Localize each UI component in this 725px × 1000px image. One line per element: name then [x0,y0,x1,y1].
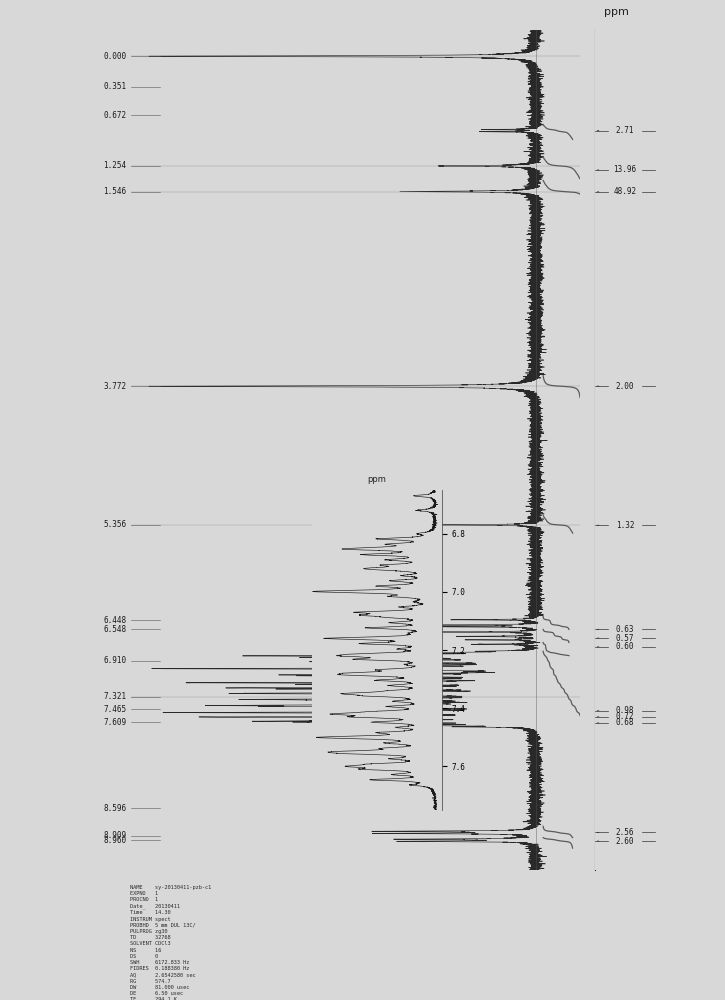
Text: 8.960: 8.960 [103,836,126,845]
Text: NAME    sy-20130411-pzb-c1
EXPNO   1
PROCNO  1
Date_   20130411
Time    14.30
IN: NAME sy-20130411-pzb-c1 EXPNO 1 PROCNO 1… [130,885,218,1000]
Text: 0.63: 0.63 [616,625,634,634]
Text: 3.772: 3.772 [103,382,126,391]
Text: 0.72: 0.72 [616,712,634,721]
Text: 7.609: 7.609 [103,718,126,727]
Text: 6.910: 6.910 [103,656,126,665]
Text: 48.92: 48.92 [613,187,637,196]
Text: 6.548: 6.548 [103,625,126,634]
Text: 0.351: 0.351 [103,82,126,91]
Text: 8.596: 8.596 [103,804,126,813]
Text: 0.672: 0.672 [103,111,126,120]
Text: 0.68: 0.68 [616,718,634,727]
Text: ppm: ppm [368,475,386,484]
Text: 2.56: 2.56 [616,828,634,837]
Text: 8.909: 8.909 [103,831,126,840]
Text: 1.32: 1.32 [616,521,634,530]
Text: 6.448: 6.448 [103,616,126,625]
Text: 7.321: 7.321 [103,692,126,701]
Text: 2.71: 2.71 [616,126,634,135]
Text: 0.000: 0.000 [103,52,126,61]
Text: 13.96: 13.96 [613,165,637,174]
Text: 2.60: 2.60 [616,837,634,846]
Text: 7.465: 7.465 [103,705,126,714]
Text: 5.356: 5.356 [103,520,126,529]
Text: 2.00: 2.00 [616,382,634,391]
Text: 0.60: 0.60 [616,642,634,651]
Text: 0.98: 0.98 [616,706,634,715]
Text: 1.254: 1.254 [103,161,126,170]
Text: 0.57: 0.57 [616,634,634,643]
Text: 1.546: 1.546 [103,187,126,196]
Text: ppm: ppm [604,7,629,17]
